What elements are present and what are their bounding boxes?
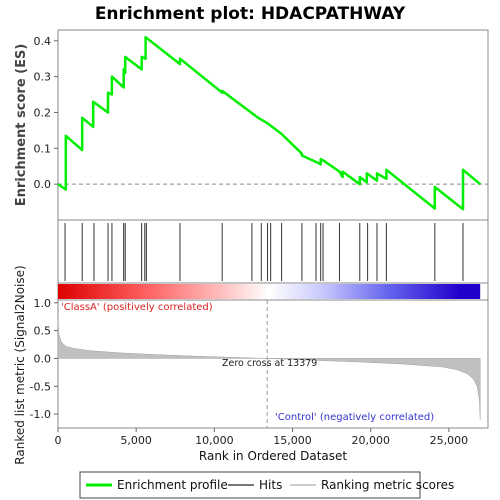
legend-metric-label: Ranking metric scores — [321, 478, 454, 492]
metric-y-tick-label: -1.0 — [30, 408, 51, 421]
metric-plot-layer: -1.0 -0.5 0.0 0.5 1.0 0 5,000 10,000 15,000 20,00… — [30, 297, 481, 447]
classA-annotation: 'ClassA' (positively correlated) — [61, 302, 213, 313]
chart-title: Enrichment plot: HDACPATHWAY — [95, 4, 406, 24]
es-plot-layer: 0.0 0.1 0.2 0.3 0.4 — [34, 35, 488, 211]
metric-y-tick-label: 1.0 — [34, 297, 52, 310]
enrichment-profile-line — [57, 35, 482, 211]
es-panel-frame — [57, 29, 489, 221]
legend-enrichment-label: Enrichment profile — [117, 478, 228, 492]
x-tick-label: 5,000 — [120, 434, 152, 447]
metric-y-tick-label: 0.5 — [34, 325, 52, 338]
es-y-tick-label: 0.2 — [34, 106, 52, 119]
hits-panel-frame — [57, 219, 489, 284]
es-y-tick-label: 0.1 — [34, 142, 52, 155]
metric-y-tick-label: -0.5 — [30, 380, 51, 393]
x-tick-label: 25,000 — [430, 434, 469, 447]
zero-cross-annotation: Zero cross at 13379 — [222, 358, 317, 369]
es-y-tick-label: 0.4 — [34, 35, 52, 48]
x-tick-label: 20,000 — [351, 434, 390, 447]
es-y-tick-label: 0.0 — [34, 178, 52, 191]
x-tick-label: 10,000 — [195, 434, 234, 447]
x-tick-label: 0 — [55, 434, 62, 447]
legend-hits-label: Hits — [259, 478, 282, 492]
metric-y-tick-label: 0.0 — [34, 352, 52, 365]
hits-layer — [64, 223, 464, 281]
ranking-metric-area — [57, 318, 481, 420]
metric-y-axis-label: Ranked list metric (Signal2Noise) — [13, 265, 27, 464]
x-axis-label: Rank in Ordered Dataset — [199, 449, 347, 463]
heatmap-layer — [58, 284, 481, 299]
control-annotation: 'Control' (negatively correlated) — [275, 412, 434, 423]
heatmap-bar — [58, 284, 481, 299]
es-y-tick-label: 0.3 — [34, 71, 52, 84]
x-tick-label: 15,000 — [273, 434, 312, 447]
es-y-axis-label: Enrichment score (ES) — [14, 44, 29, 207]
